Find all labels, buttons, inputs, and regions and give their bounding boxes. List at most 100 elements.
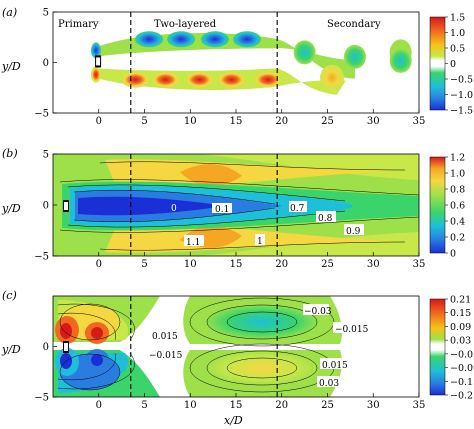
- y-tick-label: 0: [43, 342, 49, 353]
- x-tick-label: 20: [275, 116, 288, 127]
- panel-a-x-ticks: 0 5 10 15 20 25 30 35: [96, 109, 426, 127]
- x-tick-label: 25: [321, 116, 334, 127]
- vortex-positive: [320, 64, 345, 91]
- colorbar-tick-label: −1.0: [450, 90, 473, 101]
- contour-label: 1.1: [186, 238, 200, 248]
- x-tick-label: 10: [184, 116, 197, 127]
- vortex-positive: [217, 71, 246, 88]
- colorbar-tick-label: 0.15: [450, 308, 471, 319]
- panel-c-label: (c): [2, 289, 17, 302]
- colorbar-tick-label: −0.15: [450, 377, 474, 388]
- vortex-positive: [121, 71, 150, 88]
- panel-a-dividers: [130, 12, 278, 113]
- colorbar-tick-label: 1.0: [450, 28, 465, 39]
- colorbar-tick-label: 1.2: [450, 153, 465, 164]
- x-tick-label: 20: [275, 259, 288, 270]
- cylinder-a-inner: [96, 57, 101, 66]
- contour-label: −0.03: [304, 307, 332, 317]
- x-tick-label: 30: [367, 400, 380, 411]
- colorbar-tick-label: 0.5: [450, 44, 465, 55]
- colorbar-tick-label: 0: [450, 59, 456, 70]
- y-tick-label: 5: [43, 8, 49, 19]
- region-label-primary: Primary: [58, 19, 99, 30]
- colorbar-tick-label: 0.21: [450, 295, 471, 306]
- contour-label: 0: [171, 204, 177, 214]
- panel-b-field: [53, 154, 419, 256]
- x-tick-label: 15: [230, 259, 243, 270]
- panel-c-colorbar: [429, 298, 446, 396]
- shear-layer-upper: [98, 32, 355, 79]
- panel-a-colorbar-ticks: 1.5 1.0 0.5 0 −0.5 −1.0 −1.5: [445, 13, 473, 117]
- x-tick-label: 35: [413, 116, 426, 127]
- x-tick-label: 15: [230, 400, 243, 411]
- panel-a-ylabel: y/D: [1, 60, 21, 73]
- region-label-two-layered: Two-layered: [154, 19, 217, 30]
- colorbar-tick-label: 0.03: [450, 336, 471, 347]
- contour-label: 0.8: [318, 214, 333, 224]
- x-tick-label: 10: [184, 259, 197, 270]
- contour-label: 0.015: [152, 332, 178, 342]
- panel-b-ylabel: y/D: [1, 202, 21, 215]
- panel-c-dividers: [130, 296, 278, 397]
- x-tick-label: 35: [413, 400, 426, 411]
- panel-b-x-ticks: 0 5 10 15 20 25 30 35: [96, 252, 426, 270]
- panel-a-field: [53, 12, 419, 113]
- contour-label: 1: [257, 237, 263, 247]
- x-tick-label: 0: [96, 259, 102, 270]
- x-tick-label: 15: [230, 116, 243, 127]
- x-tick-label: 10: [184, 400, 197, 411]
- y-tick-label: 0: [43, 201, 49, 212]
- x-tick-label: 5: [141, 400, 147, 411]
- colorbar-tick-label: 0.6: [450, 201, 465, 212]
- panel-a-label: (a): [2, 6, 17, 19]
- panel-a-y-ticks: 5 0 −5: [34, 8, 57, 120]
- colorbar-tick-label: 0.4: [450, 217, 465, 228]
- panel-c-field: [53, 296, 419, 397]
- y-tick-label: 0: [43, 58, 49, 69]
- colorbar-tick-label: 0.8: [450, 185, 465, 196]
- panel-b-dividers: [130, 154, 278, 256]
- vortex-positive: [91, 66, 102, 83]
- vortex-negative: [91, 42, 102, 59]
- cylinder-b: [63, 200, 69, 212]
- colorbar-tick-label: 1.0: [450, 169, 465, 180]
- panel-b-label: (b): [2, 147, 18, 160]
- vortex-positive: [185, 71, 214, 88]
- panel-a: (a) Primary Two-layered Secondary y/D 50…: [1, 6, 473, 127]
- vortex-negative: [232, 31, 261, 48]
- colorbar-tick-label: −0.21: [450, 391, 474, 402]
- y-tick-label: 5: [43, 150, 49, 161]
- panel-c-y-ticks: 0 −5: [34, 342, 57, 404]
- x-tick-label: 35: [413, 259, 426, 270]
- vortex-negative: [293, 40, 316, 65]
- vortex-negative: [200, 31, 229, 48]
- vortex-positive: [254, 71, 283, 88]
- x-tick-label: 5: [141, 116, 147, 127]
- vortex-negative: [135, 31, 164, 48]
- panel-c-x-ticks: 0 5 10 15 20 25 30 35: [96, 393, 426, 411]
- vortex-positive: [151, 71, 180, 88]
- panel-c-contour-labels: 0.015 −0.015 −0.03 −0.015 0.015 0.03: [148, 304, 369, 389]
- y-tick-label: −5: [34, 393, 49, 404]
- contour-label: 0.7: [290, 204, 305, 214]
- panel-c-colorbar-ticks: 0.21 0.15 0.09 0.03 −0.03 −0.09 −0.15 −0.21: [445, 295, 474, 402]
- y-tick-label: −5: [34, 109, 49, 120]
- contour-label: 0.03: [319, 379, 339, 389]
- y-tick-label: −5: [34, 252, 49, 263]
- colorbar-tick-label: 1.5: [450, 13, 465, 24]
- panel-a-wake: [91, 31, 412, 95]
- x-tick-label: 25: [321, 259, 334, 270]
- x-tick-label: 25: [321, 400, 334, 411]
- panel-b-contour-labels: 0 0.1 0.7 0.8 0.9 1.1 1: [169, 201, 364, 248]
- panel-b: 0 0.1 0.7 0.8 0.9 1.1 1 (b) y/D 5 0 −5 0 5 1…: [1, 147, 465, 270]
- contour-label: −0.015: [149, 351, 183, 361]
- panel-c-xlabel: x/D: [224, 414, 243, 427]
- contour-label: 0.015: [322, 361, 348, 371]
- x-tick-label: 0: [96, 116, 102, 127]
- panel-b-colorbar: [429, 156, 446, 254]
- colorbar-tick-label: 0.09: [450, 322, 471, 333]
- x-tick-label: 30: [367, 259, 380, 270]
- colorbar-tick-label: −1.5: [450, 106, 473, 117]
- x-tick-label: 0: [96, 400, 102, 411]
- colorbar-tick-label: 0.2: [450, 233, 465, 244]
